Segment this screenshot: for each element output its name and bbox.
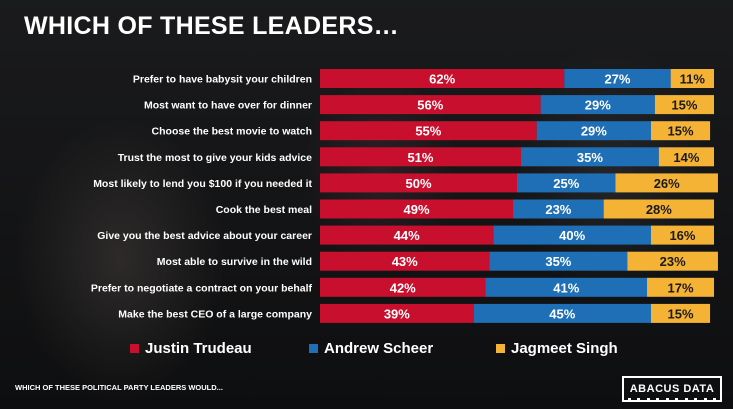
data-label-scheer: 41% — [553, 280, 579, 295]
category-labels: Prefer to have babysit your children Most… — [91, 74, 313, 321]
bar-segment-scheer — [485, 277, 648, 297]
data-label-singh: 15% — [667, 306, 693, 321]
bar-segment-scheer — [489, 251, 628, 271]
data-label-scheer: 27% — [604, 72, 630, 87]
bar-segment-scheer — [513, 199, 604, 219]
data-label-singh: 17% — [667, 280, 693, 295]
data-label-scheer: 23% — [545, 202, 571, 217]
bar-segments — [320, 69, 718, 323]
abacus-data-logo: ABACUS DATA — [622, 376, 722, 402]
legend-item-trudeau: Justin Trudeau — [130, 340, 252, 357]
bar-segment-trudeau — [320, 95, 541, 115]
legend-swatch-singh — [496, 344, 505, 353]
category-label: Most likely to lend you $100 if you need… — [93, 178, 312, 190]
bar-segment-trudeau — [320, 199, 514, 219]
data-label-scheer: 40% — [559, 228, 585, 243]
bar-segment-singh — [627, 251, 718, 271]
category-label: Make the best CEO of a large company — [118, 308, 312, 320]
legend-item-singh: Jagmeet Singh — [496, 340, 618, 357]
data-label-singh: 28% — [646, 202, 672, 217]
category-label: Prefer to negotiate a contract on your b… — [91, 282, 313, 294]
bar-segment-trudeau — [320, 121, 537, 141]
category-label: Prefer to have babysit your children — [133, 74, 312, 86]
category-label: Cook the best meal — [216, 204, 312, 216]
legend-label-singh: Jagmeet Singh — [511, 340, 618, 357]
footnote: WHICH OF THESE POLITICAL PARTY LEADERS W… — [15, 383, 223, 392]
logo-dots — [628, 398, 716, 402]
bar-segment-trudeau — [320, 225, 494, 245]
data-label-scheer: 25% — [553, 176, 579, 191]
bar-segment-singh — [603, 199, 714, 219]
data-label-scheer: 29% — [581, 124, 607, 139]
category-label: Give you the best advice about your care… — [97, 230, 312, 242]
data-label-singh: 11% — [680, 72, 706, 87]
category-label: Choose the best movie to watch — [152, 126, 312, 138]
category-label: Trust the most to give your kids advice — [118, 152, 312, 164]
data-label-trudeau: 49% — [404, 202, 430, 217]
bar-segment-singh — [658, 147, 714, 167]
data-labels: 62% 27% 11% 56% 29% 15% 55% 29% 15% 51% 35% 14% 50% 2… — [384, 72, 706, 322]
bar-segment-scheer — [520, 147, 659, 167]
page-title: WHICH OF THESE LEADERS… — [24, 12, 399, 40]
data-label-trudeau: 50% — [405, 176, 431, 191]
bar-segment-trudeau — [320, 251, 490, 271]
bar-segment-scheer — [564, 69, 671, 88]
data-label-trudeau: 56% — [417, 98, 443, 113]
data-label-trudeau: 39% — [384, 306, 410, 321]
bar-segment-singh — [654, 95, 714, 115]
data-label-trudeau: 55% — [415, 124, 441, 139]
bar-segment-trudeau — [320, 173, 517, 193]
bar-segment-singh — [650, 225, 714, 245]
bar-segment-scheer — [493, 225, 651, 245]
data-label-singh: 23% — [660, 254, 686, 269]
bar-segment-scheer — [473, 303, 651, 323]
legend-label-trudeau: Justin Trudeau — [145, 340, 252, 357]
bar-segment-singh — [670, 69, 714, 88]
bar-segment-singh — [650, 121, 711, 141]
bar-segment-trudeau — [320, 147, 521, 167]
data-label-trudeau: 51% — [407, 150, 433, 165]
legend-swatch-scheer — [309, 344, 318, 353]
bar-segment-scheer — [540, 95, 655, 115]
data-label-scheer: 45% — [549, 306, 575, 321]
data-label-trudeau: 44% — [394, 228, 420, 243]
bar-segment-trudeau — [320, 303, 474, 323]
bar-segment-trudeau — [320, 69, 565, 88]
data-label-singh: 26% — [654, 176, 680, 191]
legend-item-scheer: Andrew Scheer — [309, 340, 433, 357]
data-label-scheer: 35% — [545, 254, 571, 269]
bar-segment-singh — [650, 303, 711, 323]
bar-segment-singh — [647, 277, 714, 297]
bar-segment-singh — [615, 173, 718, 193]
bar-segment-scheer — [517, 173, 616, 193]
legend-label-scheer: Andrew Scheer — [324, 340, 434, 357]
bar-segment-scheer — [536, 121, 651, 141]
data-label-singh: 14% — [673, 150, 699, 165]
legend-swatch-trudeau — [130, 344, 139, 353]
category-label: Most want to have over for dinner — [144, 100, 312, 112]
data-label-scheer: 35% — [577, 150, 603, 165]
data-label-scheer: 29% — [585, 98, 611, 113]
logo-text: ABACUS DATA — [629, 383, 715, 395]
data-label-singh: 15% — [671, 98, 697, 113]
data-label-trudeau: 62% — [429, 72, 455, 87]
data-label-singh: 15% — [667, 124, 693, 139]
category-label: Most able to survive in the wild — [157, 256, 312, 268]
data-label-singh: 16% — [669, 228, 695, 243]
data-label-trudeau: 43% — [392, 254, 418, 269]
bar-segment-trudeau — [320, 277, 486, 297]
data-label-trudeau: 42% — [390, 280, 416, 295]
